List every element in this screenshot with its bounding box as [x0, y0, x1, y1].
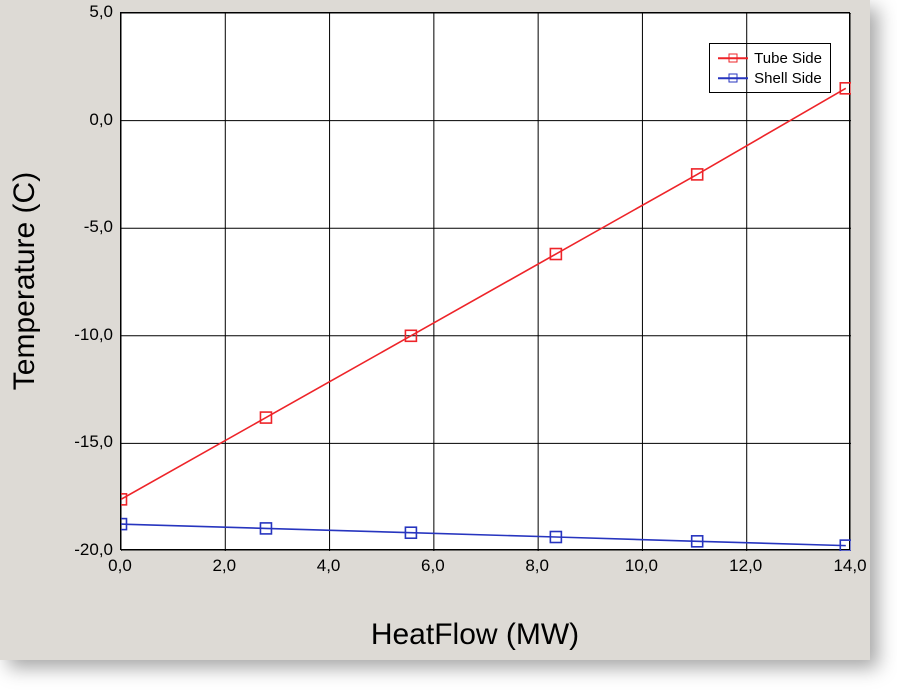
- y-axis-label-wrap: Temperature (C): [0, 12, 50, 550]
- y-tick-label: -15,0: [58, 432, 113, 452]
- x-tick-label: 12,0: [729, 556, 762, 576]
- x-tick-label: 4,0: [317, 556, 341, 576]
- x-tick-label: 6,0: [421, 556, 445, 576]
- chart-container: Temperature (C) HeatFlow (MW) Tube Side S…: [0, 0, 897, 693]
- legend-item: Shell Side: [718, 68, 822, 88]
- y-tick-label: -10,0: [58, 325, 113, 345]
- legend: Tube Side Shell Side: [709, 43, 831, 93]
- x-tick-label: 14,0: [833, 556, 866, 576]
- chart-panel: Temperature (C) HeatFlow (MW) Tube Side S…: [0, 0, 870, 660]
- legend-swatch: [718, 71, 748, 85]
- x-tick-label: 10,0: [625, 556, 658, 576]
- y-tick-label: -5,0: [58, 217, 113, 237]
- legend-swatch: [718, 51, 748, 65]
- plot-svg: [121, 13, 851, 551]
- legend-label: Tube Side: [754, 50, 822, 67]
- plot-area: Tube Side Shell Side: [120, 12, 850, 550]
- x-tick-label: 2,0: [212, 556, 236, 576]
- legend-label: Shell Side: [754, 70, 822, 87]
- legend-item: Tube Side: [718, 48, 822, 68]
- x-tick-label: 8,0: [525, 556, 549, 576]
- y-tick-label: 0,0: [58, 110, 113, 130]
- y-tick-label: -20,0: [58, 540, 113, 560]
- x-axis-label: HeatFlow (MW): [100, 618, 850, 652]
- y-tick-label: 5,0: [58, 2, 113, 22]
- y-axis-label: Temperature (C): [8, 172, 42, 390]
